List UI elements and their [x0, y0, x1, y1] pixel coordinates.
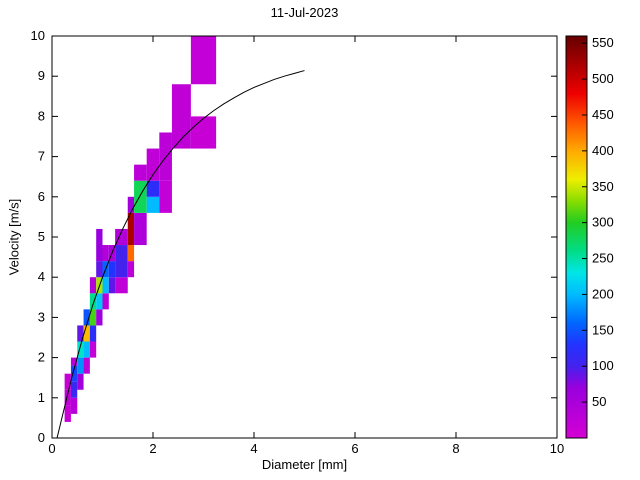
heatmap-cell [83, 357, 90, 374]
y-tick-label: 0 [38, 430, 45, 445]
y-tick-label: 7 [38, 149, 45, 164]
heatmap-cell [96, 228, 103, 262]
colorbar-tick-label: 500 [592, 71, 614, 86]
heatmap-cell [146, 196, 160, 213]
y-tick-label: 1 [38, 390, 45, 405]
heatmap-cell [70, 381, 78, 398]
x-tick-label: 6 [351, 441, 358, 456]
heatmap-cell [70, 365, 78, 382]
y-tick-label: 10 [31, 28, 45, 43]
heatmap-cell [115, 245, 128, 278]
y-tick-label: 2 [38, 350, 45, 365]
colorbar-tick-label: 250 [592, 251, 614, 266]
y-tick-label: 3 [38, 309, 45, 324]
heatmap-cell [77, 341, 84, 358]
heatmap-cell [190, 116, 217, 149]
heatmap-cell [127, 245, 135, 262]
heatmap-cell [190, 36, 217, 85]
heatmap-cell [146, 148, 160, 181]
chart-title: 11-Jul-2023 [270, 5, 339, 20]
colorbar-tick-label: 350 [592, 179, 614, 194]
heatmap-cell [77, 325, 84, 342]
heatmap-cell [89, 293, 97, 310]
colorbar-tick-label: 300 [592, 215, 614, 230]
x-tick-label: 0 [48, 441, 55, 456]
y-tick-label: 8 [38, 108, 45, 123]
colorbar-gradient [566, 36, 587, 438]
y-tick-label: 5 [38, 229, 45, 244]
heatmap-cell [127, 212, 135, 246]
heatmap-cell [77, 373, 84, 390]
x-tick-label: 8 [452, 441, 459, 456]
heatmap-cell [108, 277, 116, 294]
colorbar-tick-label: 400 [592, 143, 614, 158]
x-tick-label: 4 [250, 441, 257, 456]
heatmap-cell [108, 261, 116, 278]
colorbar-tick-label: 100 [592, 358, 614, 373]
heatmap-cell [64, 405, 71, 422]
colorbar-tick-label: 550 [592, 35, 614, 50]
heatmap-cell [83, 309, 90, 326]
x-axis-label: Diameter [mm] [261, 457, 348, 472]
colorbar-tick-label: 50 [592, 394, 606, 409]
heatmap-cell [102, 293, 109, 310]
colorbar-tick-label: 200 [592, 286, 614, 301]
heatmap-cell [70, 397, 78, 414]
heatmap-cell [96, 293, 103, 310]
heatmap-cell [102, 277, 109, 294]
heatmap-cell [64, 373, 71, 390]
heatmap-cell [96, 309, 103, 326]
heatmap-cell [89, 277, 97, 294]
heatmap-cell [102, 245, 109, 262]
heatmap-cell [134, 180, 147, 213]
heatmap-cell [89, 309, 97, 326]
heatmap-cell [134, 164, 147, 181]
colorbar-tick-label: 450 [592, 107, 614, 122]
terminal-velocity-curve [56, 70, 305, 439]
y-tick-label: 4 [38, 269, 45, 284]
heatmap-cell [115, 228, 128, 246]
heatmap-cell [83, 325, 90, 342]
colorbar-tick-label: 150 [592, 322, 614, 337]
heatmap-cell [159, 180, 172, 213]
heatmap-cell [70, 357, 78, 366]
y-tick-label: 6 [38, 189, 45, 204]
heatmap-cell [115, 277, 128, 294]
heatmap-cell [77, 357, 84, 374]
heatmap-cell [127, 261, 135, 278]
heatmap-cell [83, 341, 90, 358]
heatmap-cell [64, 389, 71, 406]
heatmap-cell [89, 341, 97, 358]
x-tick-label: 2 [149, 441, 156, 456]
heatmap-cell [159, 132, 172, 181]
heatmap-cell [96, 261, 103, 278]
colorbar-box [565, 35, 588, 439]
heatmap-cell [134, 212, 147, 246]
heatmap-cell [127, 196, 135, 213]
heatmap-cell [171, 84, 191, 149]
y-tick-label: 9 [38, 68, 45, 83]
heatmap-cell [89, 325, 97, 342]
x-tick-label: 10 [550, 441, 564, 456]
heatmap-cell [146, 180, 160, 197]
